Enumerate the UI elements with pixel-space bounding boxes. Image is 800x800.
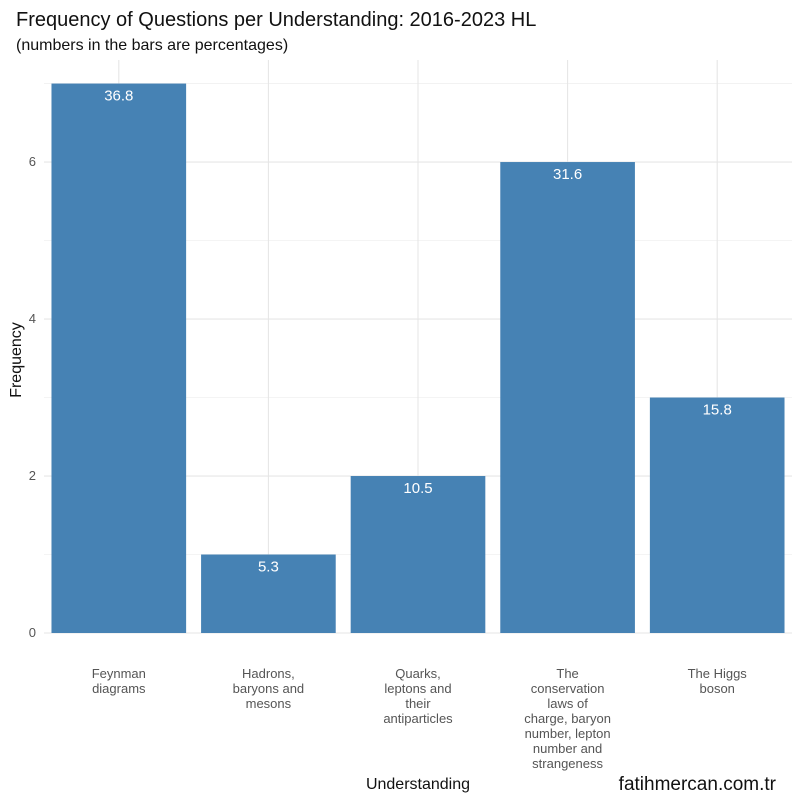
x-category-line: Feynman [92, 666, 146, 681]
x-category-line: number, lepton [525, 726, 611, 741]
bar-value-label: 10.5 [403, 480, 432, 497]
y-axis-title: Frequency [8, 322, 25, 398]
bar-labels: 36.8 5.3 10.5 31.6 15.8 [104, 88, 732, 576]
watermark-text: fatihmercan.com.tr [619, 774, 777, 795]
x-category-line: The [556, 666, 578, 681]
bars [51, 83, 785, 634]
bar [51, 83, 187, 633]
x-axis-title: Understanding [366, 776, 470, 793]
bar [201, 554, 336, 633]
x-category-line: leptons and [384, 681, 451, 696]
x-category-line: baryons and [233, 681, 305, 696]
x-category-line: strangeness [532, 756, 603, 771]
bar [500, 162, 635, 634]
y-tick-label: 0 [29, 625, 36, 640]
x-category-line: The Higgs [688, 666, 748, 681]
x-category-line: diagrams [92, 681, 146, 696]
bar-value-label: 31.6 [553, 166, 582, 183]
y-tick-label: 2 [29, 468, 36, 483]
x-category-line: laws of [547, 696, 588, 711]
chart-subtitle: (numbers in the bars are percentages) [16, 37, 288, 54]
x-axis-categories: Feynman diagrams Hadrons, baryons and mesons… [92, 666, 748, 771]
x-category-line: Hadrons, [242, 666, 295, 681]
x-category-line: their [405, 696, 431, 711]
x-category-line: charge, baryon [524, 711, 611, 726]
x-category-line: antiparticles [383, 711, 453, 726]
bar-value-label: 5.3 [258, 559, 279, 576]
x-category-line: Quarks, [395, 666, 441, 681]
x-category-label: The conservation laws of charge, baryon numb… [524, 666, 611, 771]
x-category-label: Feynman diagrams [92, 666, 146, 696]
y-axis-ticks: 0 2 4 6 [29, 154, 36, 640]
x-category-label: The Higgs boson [688, 666, 748, 696]
x-category-line: boson [699, 681, 734, 696]
chart-title: Frequency of Questions per Understanding… [16, 9, 536, 31]
x-category-line: mesons [246, 696, 292, 711]
bar-value-label: 36.8 [104, 88, 133, 105]
y-tick-label: 4 [29, 311, 36, 326]
y-tick-label: 6 [29, 154, 36, 169]
bar [350, 476, 486, 633]
x-category-line: conservation [531, 681, 605, 696]
bar [649, 397, 785, 633]
x-category-label: Quarks, leptons and their antiparticles [383, 666, 453, 726]
x-category-line: number and [533, 741, 602, 756]
bar-value-label: 15.8 [703, 402, 732, 419]
x-category-label: Hadrons, baryons and mesons [233, 666, 305, 711]
